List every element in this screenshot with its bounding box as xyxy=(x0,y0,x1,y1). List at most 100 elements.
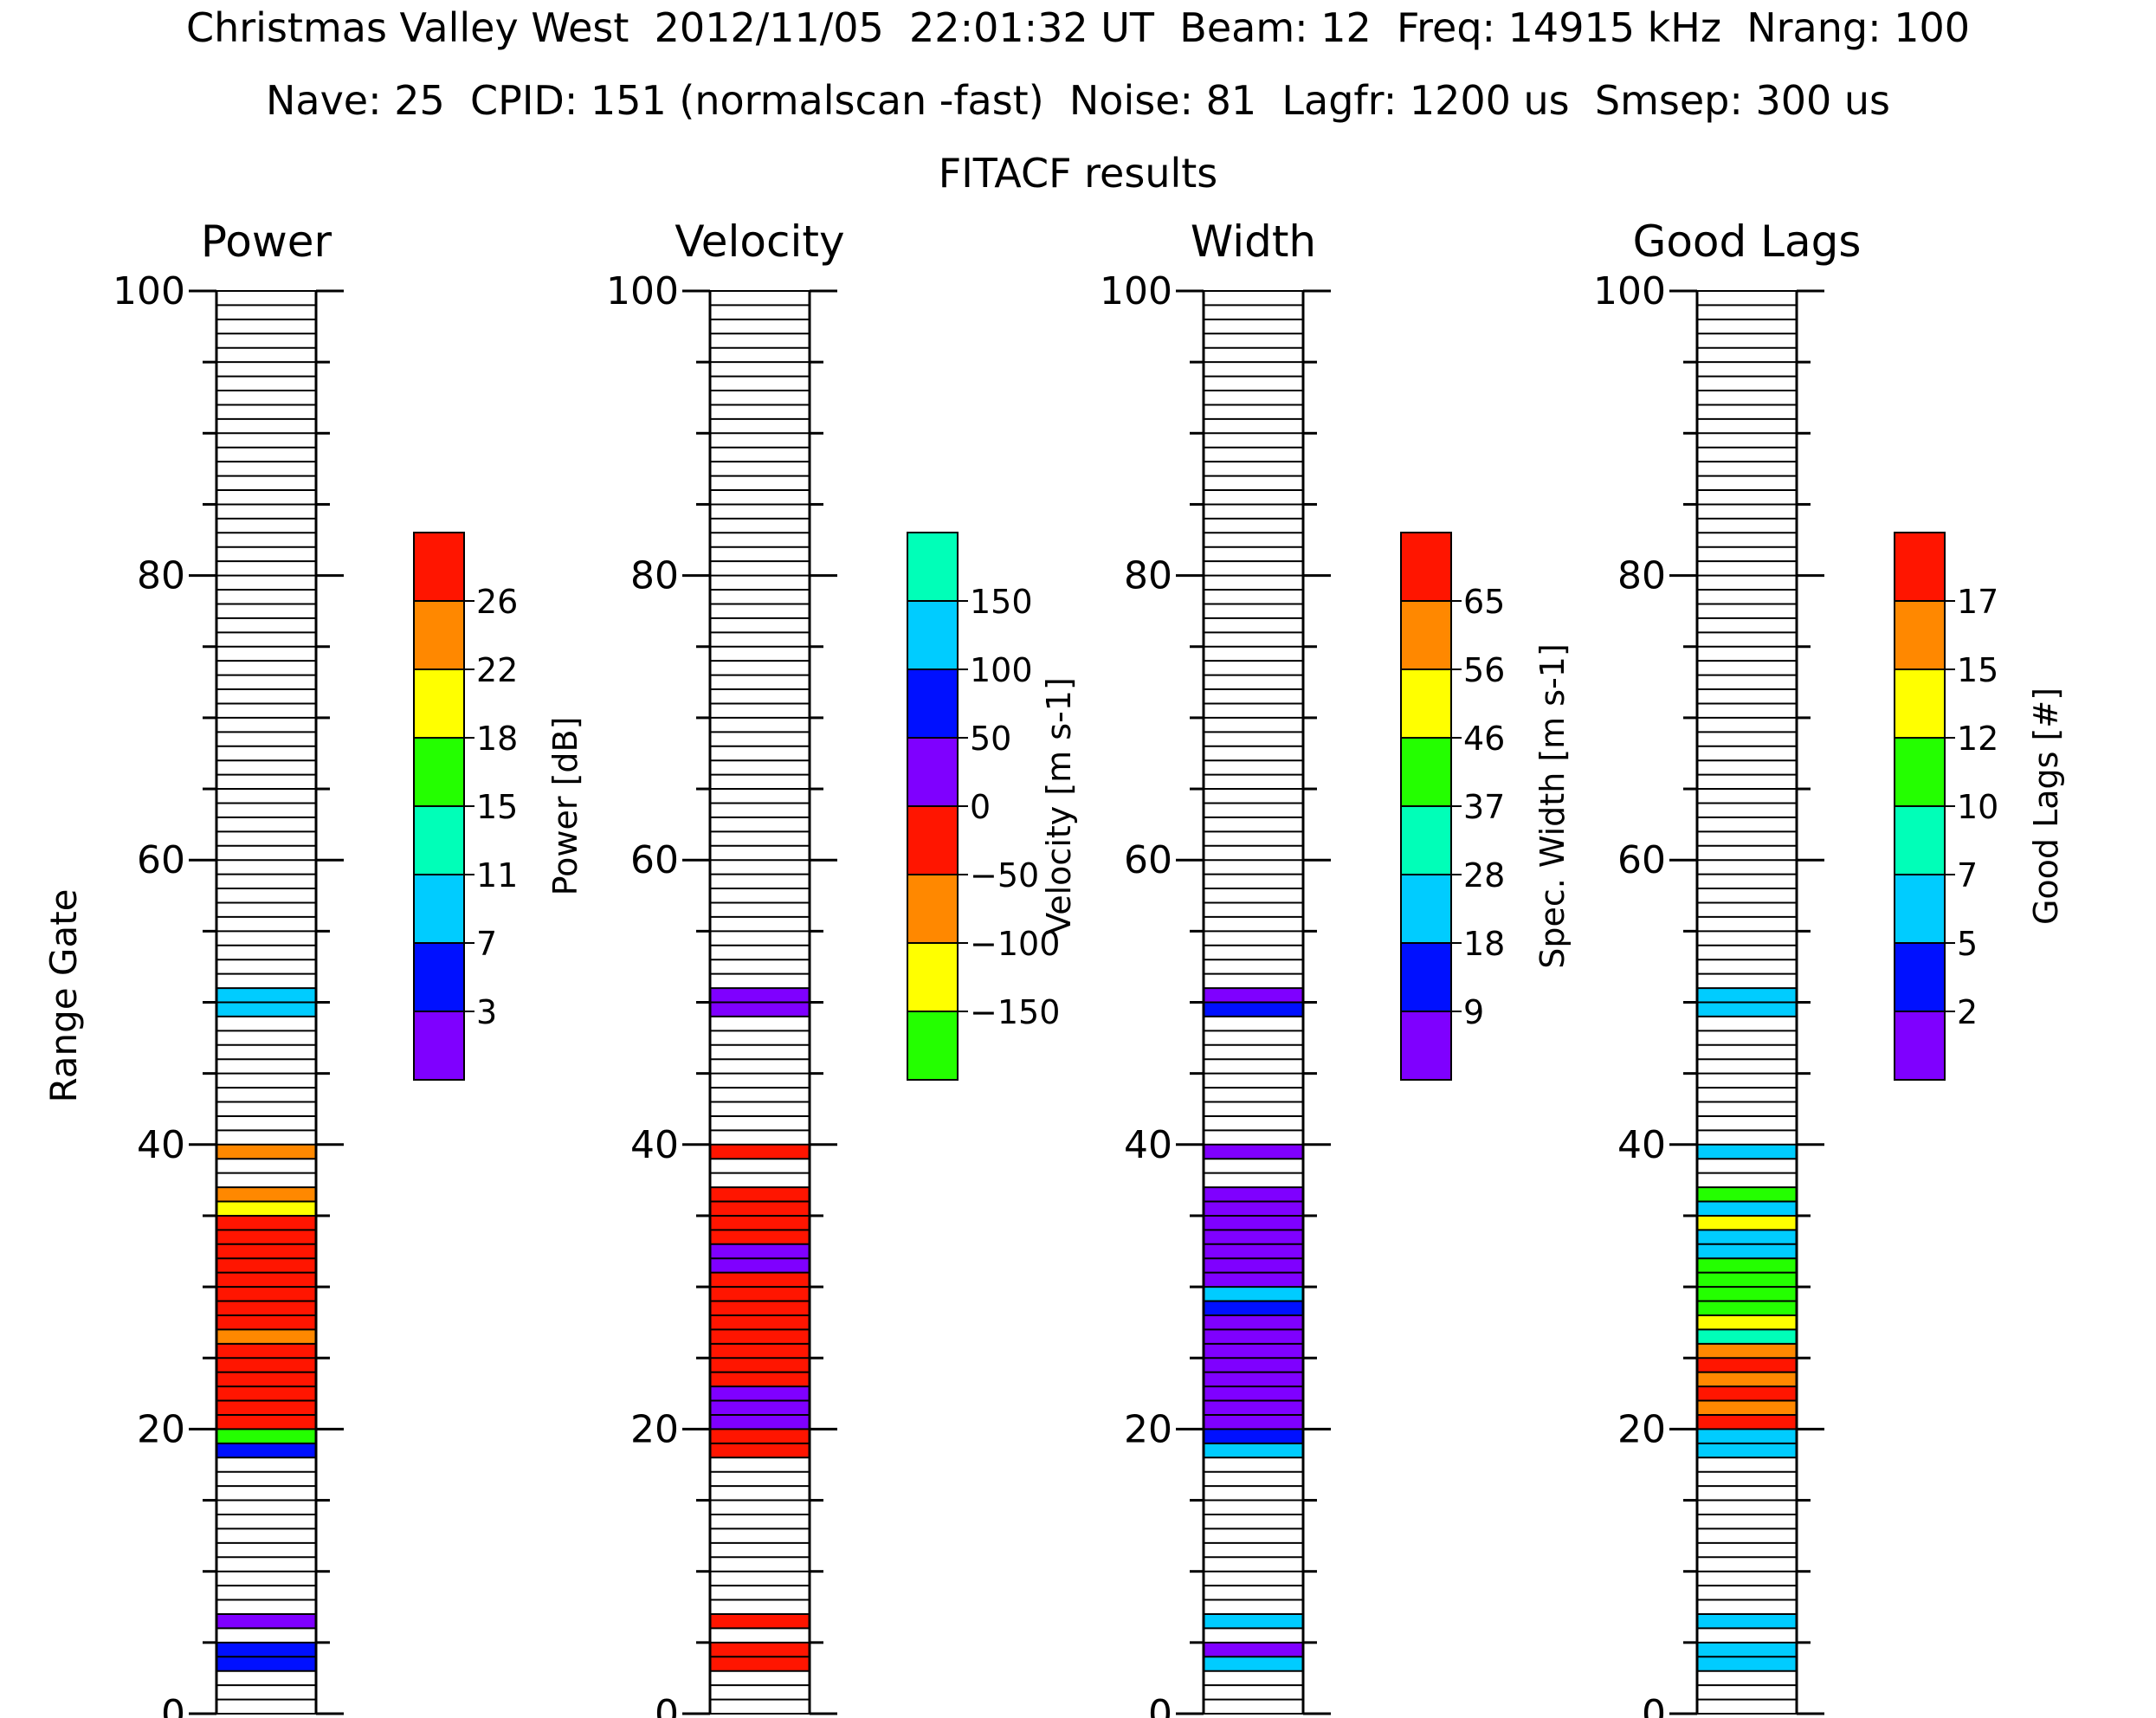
colorbar-swatch xyxy=(907,737,959,807)
colorbar-tick-label: 26 xyxy=(476,583,518,621)
y-tick-label: 60 xyxy=(1124,838,1172,882)
colorbar-swatch xyxy=(907,532,959,602)
colorbar-swatch xyxy=(1894,668,1946,739)
colorbar-swatch xyxy=(1400,1011,1452,1081)
colorbar-tick-label: 56 xyxy=(1463,651,1505,689)
y-tick-label: 60 xyxy=(630,838,679,882)
range-gate-cell xyxy=(1204,1243,1303,1259)
colorbar-tick-label: 3 xyxy=(476,993,497,1031)
range-gate-cell xyxy=(216,1144,316,1159)
range-gate-cell xyxy=(1204,988,1303,1003)
range-gate-cell xyxy=(1204,1314,1303,1330)
range-gate-cell xyxy=(1697,1287,1797,1301)
range-gate-cell xyxy=(1697,988,1797,1003)
range-gate-cell xyxy=(1204,1187,1303,1202)
range-gate-cell xyxy=(216,1343,316,1359)
y-tick-label: 0 xyxy=(1148,1692,1172,1718)
colorbar-tick-label: 65 xyxy=(1463,583,1505,621)
range-gate-cell xyxy=(1204,1429,1303,1444)
colorbar-swatch xyxy=(413,805,465,875)
range-gate-cell xyxy=(216,1002,316,1017)
colorbar-tick-label: 28 xyxy=(1463,856,1505,895)
colorbar-swatch xyxy=(907,942,959,1012)
range-gate-cell xyxy=(216,1201,316,1216)
colorbar-tick-label: 0 xyxy=(970,788,991,826)
colorbar-tick-label: −50 xyxy=(970,856,1039,895)
range-gate-cell xyxy=(710,1243,810,1259)
range-gate-cell xyxy=(1697,1314,1797,1330)
colorbar-label: Power [dB] xyxy=(546,717,584,896)
range-gate-cell xyxy=(710,1343,810,1359)
colorbar-tick-label: 7 xyxy=(476,925,497,963)
colorbar: −150 −100 −50 0 50 100 150 Velocity [m s-1] xyxy=(907,532,1078,1081)
colorbar-tick-label: 15 xyxy=(476,788,518,826)
range-gate-cell xyxy=(1697,1201,1797,1216)
y-tick-label: 100 xyxy=(606,269,679,313)
colorbar-swatch xyxy=(1400,874,1452,944)
range-gate-cell xyxy=(710,1215,810,1230)
header-line-3: FITACF results xyxy=(939,150,1218,197)
range-gate-cell xyxy=(216,1187,316,1202)
range-gate-cell xyxy=(1697,1443,1797,1458)
y-tick-label: 100 xyxy=(1593,269,1666,313)
range-gate-cell xyxy=(710,1372,810,1387)
colorbar-tick-label: 15 xyxy=(1957,651,1998,689)
colorbar-swatch xyxy=(1894,942,1946,1012)
y-tick-label: 60 xyxy=(137,838,185,882)
colorbar-tick-label: 18 xyxy=(476,720,518,758)
panel-good-lags: Good Lags 0 20 40 60 80 100 2 5 7 10 12 15 17 Good Lag… xyxy=(1593,216,2065,1718)
y-tick-label: 80 xyxy=(630,554,679,598)
range-gate-cell xyxy=(1204,1230,1303,1244)
range-gate-cell xyxy=(1697,1414,1797,1430)
y-tick-label: 0 xyxy=(161,1692,185,1718)
y-tick-label: 80 xyxy=(137,554,185,598)
range-gate-cell xyxy=(216,1301,316,1315)
range-gate-cell xyxy=(216,1272,316,1288)
range-gate-cell xyxy=(710,1230,810,1244)
y-tick-label: 20 xyxy=(630,1407,679,1451)
range-gate-cell xyxy=(1204,1258,1303,1273)
colorbar-swatch xyxy=(1894,600,1946,670)
colorbar-tick-label: 100 xyxy=(970,651,1033,689)
range-gate-cell xyxy=(1204,1386,1303,1401)
range-gate-cell xyxy=(1697,1429,1797,1444)
range-gate-cell xyxy=(216,1657,316,1671)
range-gate-cell xyxy=(710,1314,810,1330)
range-gate-cell xyxy=(1204,1443,1303,1458)
range-gate-cell xyxy=(216,988,316,1003)
range-gate-cell xyxy=(710,1657,810,1671)
range-gate-cell xyxy=(1697,1301,1797,1315)
range-gate-cell xyxy=(1204,1400,1303,1415)
colorbar-tick-label: −100 xyxy=(970,925,1060,963)
range-gate-cell xyxy=(710,988,810,1003)
range-gate-cell xyxy=(216,1414,316,1430)
range-gate-cell xyxy=(1204,1613,1303,1629)
colorbar-tick-label: 150 xyxy=(970,583,1033,621)
colorbar-swatch xyxy=(907,1011,959,1081)
range-gate-cell xyxy=(1697,1187,1797,1202)
range-gate-cell xyxy=(1697,1230,1797,1244)
range-gate-cell xyxy=(1697,1613,1797,1629)
colorbar-swatch xyxy=(413,600,465,670)
panel-title: Velocity xyxy=(675,216,844,267)
range-gate-cell xyxy=(1697,1329,1797,1344)
colorbar-swatch xyxy=(413,1011,465,1081)
range-gate-cell xyxy=(1697,1400,1797,1415)
range-gate-cell xyxy=(216,1287,316,1301)
colorbar: 9 18 28 37 46 56 65 Spec. Width [m s-1] xyxy=(1400,532,1572,1081)
colorbar-tick-label: 11 xyxy=(476,856,518,895)
colorbar-swatch xyxy=(413,668,465,739)
colorbar-swatch xyxy=(1400,668,1452,739)
range-gate-cell xyxy=(1697,1272,1797,1288)
colorbar-swatch xyxy=(1894,805,1946,875)
range-gate-cell xyxy=(1204,1272,1303,1288)
colorbar-swatch xyxy=(1400,532,1452,602)
range-gate-cell xyxy=(710,1002,810,1017)
range-gate-cell xyxy=(216,1642,316,1657)
range-gate-cell xyxy=(1697,1215,1797,1230)
range-gate-cell xyxy=(710,1329,810,1344)
range-gate-cell xyxy=(710,1187,810,1202)
colorbar-tick-label: 46 xyxy=(1463,720,1505,758)
y-tick-label: 20 xyxy=(137,1407,185,1451)
